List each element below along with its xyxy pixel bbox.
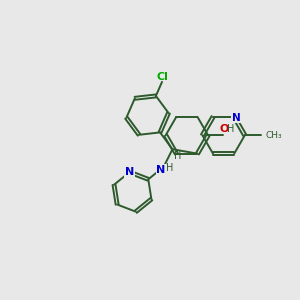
Text: CH₃: CH₃ (266, 131, 282, 140)
Text: O: O (220, 124, 229, 134)
Text: Cl: Cl (156, 72, 168, 82)
Text: N: N (232, 112, 241, 122)
Text: H: H (174, 151, 182, 161)
Text: N: N (125, 167, 134, 177)
Text: H: H (227, 124, 235, 134)
Text: H: H (167, 163, 174, 173)
Text: N: N (156, 165, 165, 175)
